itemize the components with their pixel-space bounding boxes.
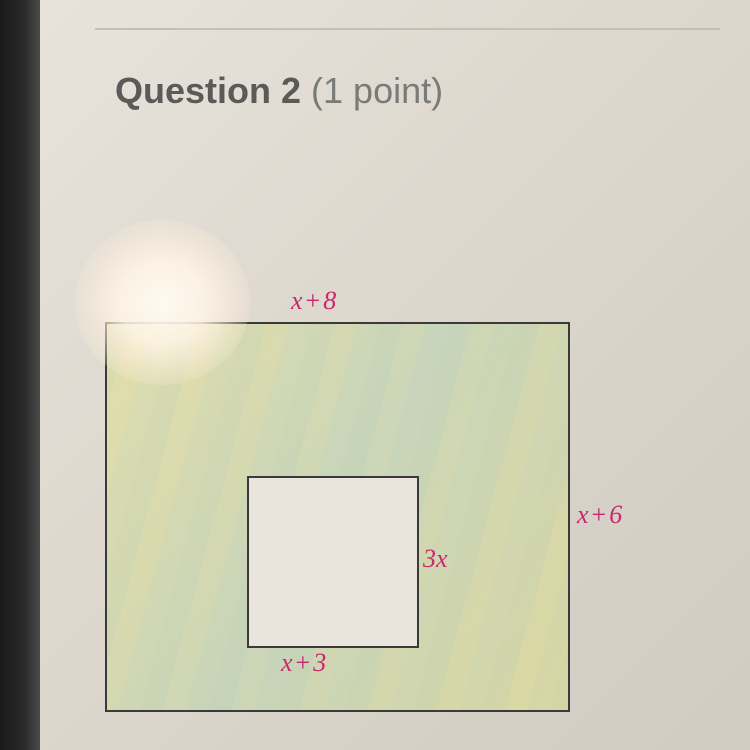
inner-square-cutout xyxy=(247,476,419,648)
question-header: Question 2 (1 point) xyxy=(115,70,443,112)
outer-right-dimension-label: x+6 xyxy=(577,500,622,530)
inner-bottom-dimension-label: x+3 xyxy=(281,648,326,678)
geometry-figure: x+8 x+6 3x x+3 xyxy=(105,290,635,720)
outer-rectangle xyxy=(105,322,570,712)
question-number: Question 2 xyxy=(115,70,301,111)
outer-top-dimension-label: x+8 xyxy=(291,286,336,316)
inner-right-dimension-label: 3x xyxy=(423,544,448,574)
top-divider xyxy=(95,28,720,30)
screen-left-edge xyxy=(0,0,40,750)
question-points: (1 point) xyxy=(311,70,443,111)
